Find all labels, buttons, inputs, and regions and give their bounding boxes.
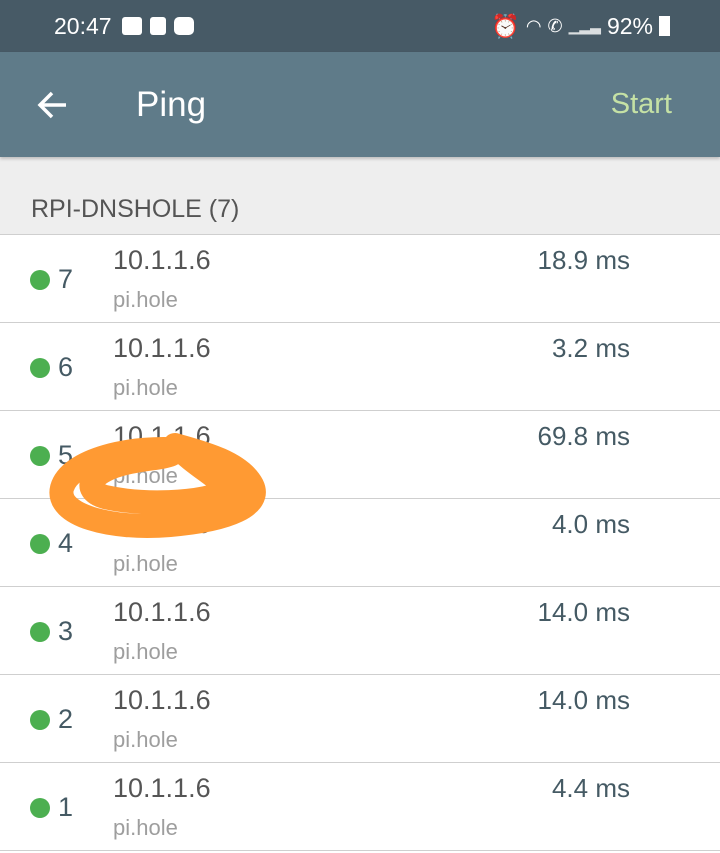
ping-result-row[interactable]: 5 10.1.1.6 pi.hole 69.8 ms <box>0 411 720 499</box>
section-header: RPI-DNSHOLE (7) <box>0 157 720 235</box>
ip-address: 10.1.1.6 <box>113 597 211 627</box>
hostname: pi.hole <box>113 287 178 312</box>
response-time: 14.0 ms <box>537 685 631 715</box>
cast-icon <box>149 17 166 35</box>
response-time: 69.8 ms <box>537 421 631 451</box>
status-bar: 20:47 ⏰ ◠ ✆ ▁▂▃ 92% <box>0 0 720 52</box>
gallery-icon <box>121 17 142 35</box>
page-title: Ping <box>136 84 207 124</box>
wifi-call-icon: ✆ <box>547 15 563 36</box>
back-arrow-icon[interactable] <box>36 88 70 122</box>
ping-result-row[interactable]: 1 10.1.1.6 pi.hole 4.4 ms <box>0 763 720 851</box>
wifi-icon: ◠ <box>525 15 542 36</box>
status-dot-icon <box>30 710 50 730</box>
ip-address: 10.1.1.6 <box>113 333 211 363</box>
youtube-icon <box>173 17 194 35</box>
ping-sequence-number: 6 <box>58 352 74 382</box>
start-button[interactable]: Start <box>610 88 672 120</box>
ping-result-row[interactable]: 7 10.1.1.6 pi.hole 18.9 ms <box>0 235 720 323</box>
hostname: pi.hole <box>113 551 178 576</box>
battery-icon <box>659 16 670 36</box>
response-time: 14.0 ms <box>537 597 631 627</box>
alarm-icon: ⏰ <box>491 12 520 39</box>
hostname: pi.hole <box>113 463 178 488</box>
hostname: pi.hole <box>113 375 178 400</box>
ping-sequence-number: 3 <box>58 616 74 646</box>
ip-address: 10.1.1.6 <box>113 773 211 803</box>
status-dot-icon <box>30 358 50 378</box>
status-dot-icon <box>30 534 50 554</box>
signal-icon: ▁▂▃ <box>568 17 601 34</box>
response-time: 3.2 ms <box>551 333 630 363</box>
ping-result-row[interactable]: 2 10.1.1.6 pi.hole 14.0 ms <box>0 675 720 763</box>
response-time: 18.9 ms <box>537 245 631 275</box>
ip-address: 10.1.1.6 <box>113 509 211 539</box>
ping-results-list: 7 10.1.1.6 pi.hole 18.9 ms 6 10.1.1.6 pi… <box>0 235 720 851</box>
battery-level: 92% <box>606 12 653 39</box>
ip-address: 10.1.1.6 <box>113 245 211 275</box>
status-dot-icon <box>30 798 50 818</box>
status-time: 20:47 <box>54 12 112 39</box>
response-time: 4.0 ms <box>551 509 630 539</box>
status-dot-icon <box>30 270 50 290</box>
hostname: pi.hole <box>113 815 178 840</box>
ping-result-row[interactable]: 6 10.1.1.6 pi.hole 3.2 ms <box>0 323 720 411</box>
toolbar: Ping Start <box>0 52 720 157</box>
ping-sequence-number: 5 <box>58 440 74 470</box>
response-time: 4.4 ms <box>551 773 630 803</box>
ping-sequence-number: 4 <box>58 528 74 558</box>
status-dot-icon <box>30 622 50 642</box>
ip-address: 10.1.1.6 <box>113 685 211 715</box>
hostname: pi.hole <box>113 727 178 752</box>
ping-result-row[interactable]: 3 10.1.1.6 pi.hole 14.0 ms <box>0 587 720 675</box>
ping-sequence-number: 7 <box>58 264 74 294</box>
status-dot-icon <box>30 446 50 466</box>
ping-sequence-number: 2 <box>58 704 74 734</box>
ip-address: 10.1.1.6 <box>113 421 211 451</box>
ping-sequence-number: 1 <box>58 792 74 822</box>
ping-result-row[interactable]: 4 10.1.1.6 pi.hole 4.0 ms <box>0 499 720 587</box>
hostname: pi.hole <box>113 639 178 664</box>
